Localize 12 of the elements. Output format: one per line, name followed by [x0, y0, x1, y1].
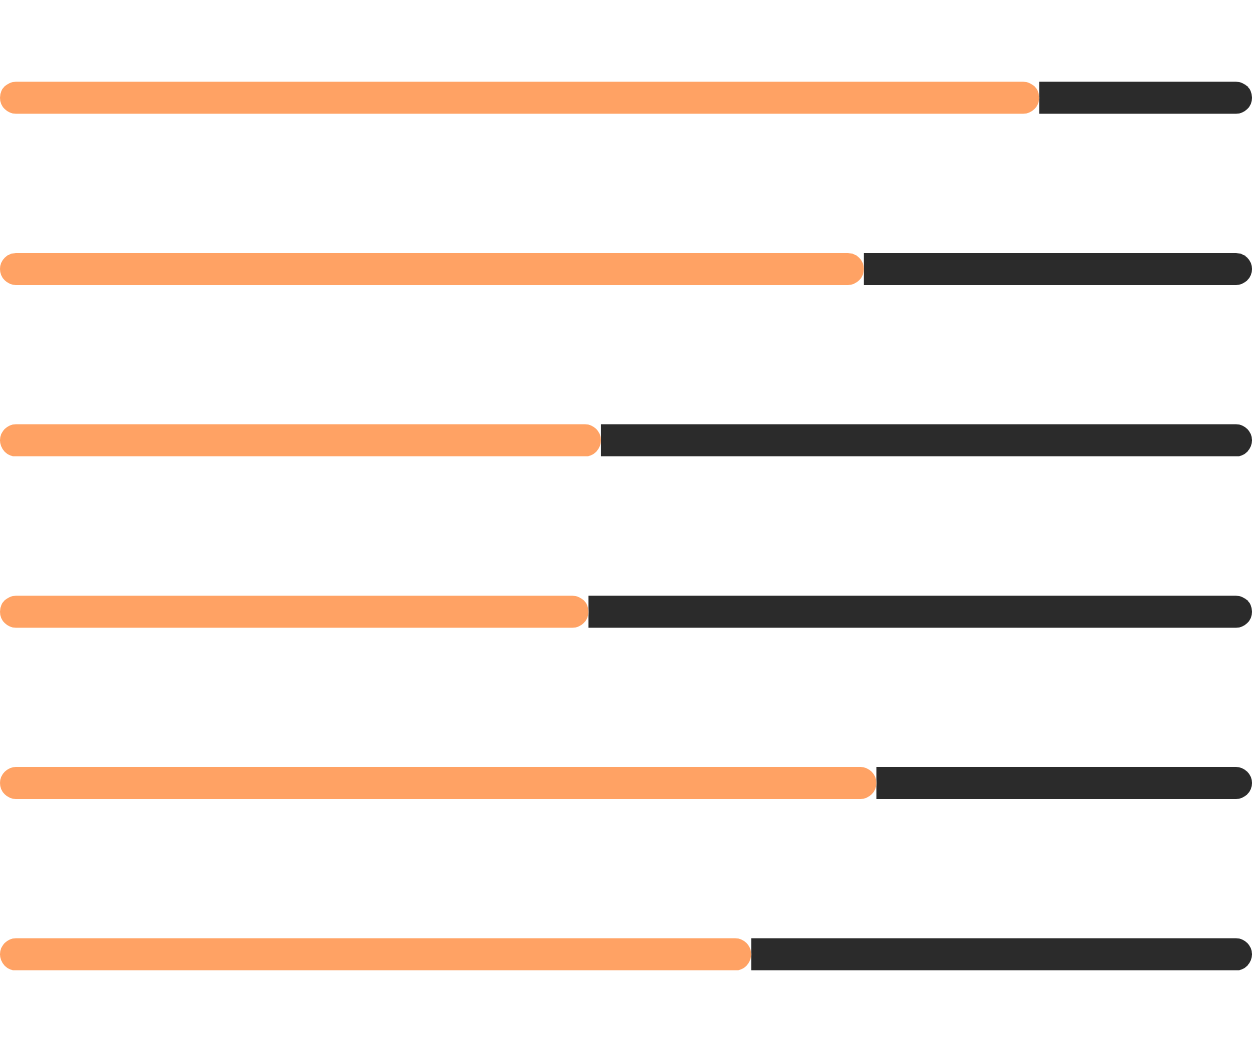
bar — [0, 253, 864, 285]
bar — [0, 595, 589, 628]
bar — [876, 767, 1252, 799]
bar — [0, 938, 752, 971]
bar — [751, 938, 1252, 971]
bar — [863, 253, 1252, 285]
bar — [1039, 81, 1252, 114]
bar — [0, 767, 877, 799]
bar — [0, 424, 601, 457]
bar — [600, 424, 1252, 457]
bar — [0, 81, 1040, 114]
bar — [588, 595, 1252, 628]
